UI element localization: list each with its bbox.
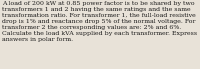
Text: A load of 200 kW at 0.85 power factor is to be shared by two
transformers 1 and : A load of 200 kW at 0.85 power factor is… [2,1,198,42]
